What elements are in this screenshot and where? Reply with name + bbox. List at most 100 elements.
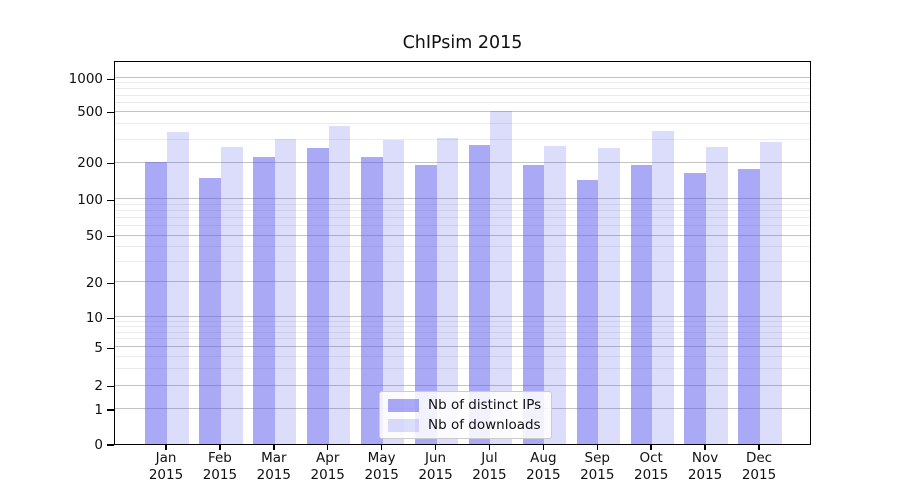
y-tick-label: 200: [77, 155, 103, 172]
bar-distinct-ips-apr: [307, 148, 329, 444]
gridline-major: [115, 384, 810, 386]
y-tick-mark: [107, 162, 114, 165]
bar-downloads-aug: [544, 146, 566, 444]
bar-distinct-ips-jul: [468, 144, 491, 444]
y-tick-label: 2: [94, 378, 103, 395]
y-tick-label: 10: [85, 309, 103, 326]
legend-item-distinct-ips: Nb of distinct IPs: [388, 397, 541, 413]
plot-area: Nb of distinct IPs Nb of downloads: [114, 61, 811, 445]
x-tick-label-dec: Dec 2015: [741, 450, 777, 483]
gridline-minor: [115, 217, 810, 219]
y-tick-mark: [107, 317, 114, 320]
y-tick-label: 100: [77, 191, 103, 208]
x-tick-mark: [380, 445, 383, 450]
y-tick-label: 20: [85, 274, 103, 291]
x-tick-mark: [542, 445, 545, 450]
gridline-minor: [115, 139, 810, 141]
bar-downloads-mar: [274, 138, 297, 444]
legend-swatch-downloads: [388, 418, 419, 432]
y-tick-label: 500: [77, 104, 103, 121]
gridline-major: [115, 77, 810, 79]
x-tick-mark: [758, 445, 760, 450]
x-tick-label-oct: Oct 2015: [633, 450, 669, 483]
gridline-minor: [115, 203, 810, 205]
bar-distinct-ips-nov: [684, 172, 707, 444]
y-tick-mark: [107, 235, 114, 238]
x-tick-label-jun: Jun 2015: [418, 450, 453, 483]
x-tick-mark: [488, 445, 491, 450]
x-tick-mark: [165, 445, 167, 450]
gridline-major: [115, 234, 810, 236]
x-tick-label-feb: Feb 2015: [202, 450, 238, 483]
bar-distinct-ips-dec: [738, 169, 760, 444]
gridline-major: [115, 110, 810, 112]
gridline-minor: [115, 260, 810, 262]
legend-label-distinct-ips: Nb of distinct IPs: [428, 397, 542, 413]
gridline-major: [115, 161, 810, 163]
bar-downloads-sep: [598, 147, 620, 444]
bar-downloads-may: [382, 139, 405, 444]
bar-downloads-dec: [760, 142, 782, 444]
x-tick-mark: [596, 445, 599, 450]
bar-distinct-ips-sep: [576, 180, 599, 444]
gridline-minor: [115, 82, 810, 84]
gridline-minor: [115, 246, 810, 248]
legend-label-downloads: Nb of downloads: [428, 417, 541, 433]
x-tick-label-sep: Sep 2015: [580, 450, 615, 483]
gridline-minor: [115, 94, 810, 96]
gridline-minor: [115, 331, 810, 333]
y-tick-label: 50: [85, 228, 103, 245]
y-tick-mark: [107, 385, 114, 388]
y-tick-mark: [107, 78, 114, 81]
x-tick-label-nov: Nov 2015: [687, 450, 723, 483]
bar-distinct-ips-jan: [145, 161, 167, 444]
gridline-minor: [115, 101, 810, 103]
x-tick-label-jul: Jul 2015: [472, 450, 507, 483]
bar-distinct-ips-aug: [522, 164, 545, 444]
chart-title: ChIPsim 2015: [402, 33, 523, 53]
bar-distinct-ips-oct: [630, 165, 653, 444]
bar-downloads-apr: [328, 126, 351, 444]
x-tick-mark: [650, 445, 652, 450]
y-tick-mark: [107, 347, 114, 350]
gridline-minor: [115, 338, 810, 340]
bar-downloads-nov: [706, 147, 728, 444]
gridline-major: [115, 198, 810, 200]
x-tick-label-apr: Apr 2015: [310, 450, 345, 483]
y-tick-mark: [107, 409, 114, 411]
x-tick-label-may: May 2015: [364, 450, 399, 483]
y-tick-mark: [107, 444, 114, 446]
bar-downloads-jul: [490, 111, 513, 444]
gridline-major: [115, 346, 810, 348]
bar-distinct-ips-may: [361, 157, 383, 444]
bar-distinct-ips-feb: [199, 177, 221, 444]
x-tick-mark: [326, 445, 329, 450]
y-tick-mark: [107, 199, 114, 202]
x-tick-mark: [273, 445, 275, 450]
legend: Nb of distinct IPs Nb of downloads: [379, 391, 553, 439]
x-tick-mark: [704, 445, 706, 450]
legend-item-downloads: Nb of downloads: [388, 417, 541, 433]
gridline-minor: [115, 320, 810, 322]
x-tick-label-mar: Mar 2015: [256, 450, 291, 483]
bar-distinct-ips-jun: [414, 164, 437, 444]
bar-downloads-feb: [220, 147, 243, 444]
y-tick-label: 1: [94, 401, 103, 418]
bar-downloads-jun: [436, 137, 459, 444]
legend-swatch-distinct-ips: [388, 398, 419, 412]
x-tick-label-jan: Jan 2015: [148, 450, 184, 483]
bar-downloads-jan: [167, 132, 189, 444]
y-tick-mark: [107, 282, 114, 285]
gridline-minor: [115, 123, 810, 125]
gridline-major: [115, 316, 810, 318]
gridline-minor: [115, 88, 810, 90]
bar-downloads-oct: [652, 131, 674, 444]
gridline-minor: [115, 355, 810, 357]
gridline-minor: [115, 225, 810, 227]
gridline-minor: [115, 367, 810, 369]
y-tick-label: 0: [94, 436, 103, 453]
y-tick-label: 1000: [68, 70, 103, 87]
x-tick-mark: [434, 445, 437, 450]
gridline-minor: [115, 210, 810, 212]
